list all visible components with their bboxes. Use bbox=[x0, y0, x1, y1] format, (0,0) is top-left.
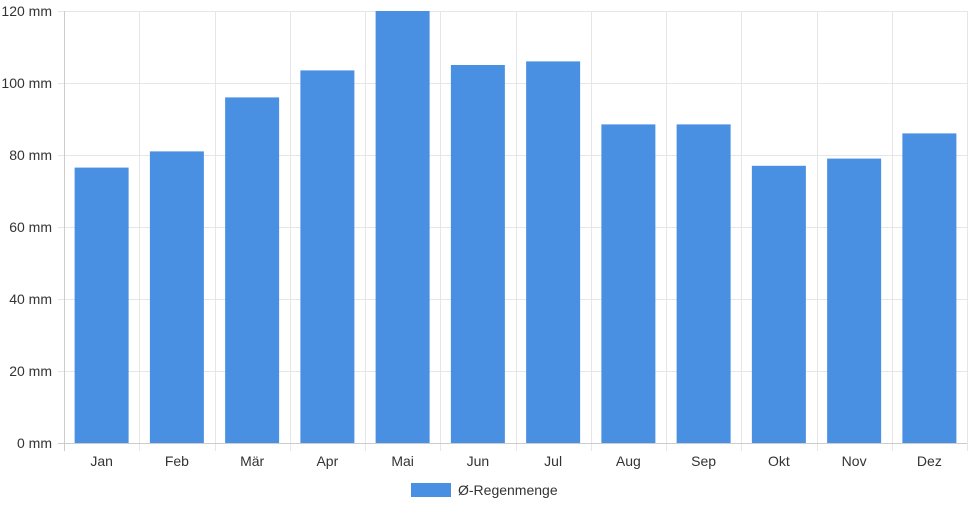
grid bbox=[58, 11, 968, 451]
y-tick-label: 120 mm bbox=[1, 3, 52, 19]
bar-feb[interactable] bbox=[149, 151, 204, 443]
bars bbox=[74, 11, 957, 444]
y-tick-label: 0 mm bbox=[17, 435, 52, 451]
y-tick-label: 40 mm bbox=[9, 291, 52, 307]
bar-nov[interactable] bbox=[827, 158, 882, 443]
y-tick-label: 80 mm bbox=[9, 147, 52, 163]
bar-jun[interactable] bbox=[450, 65, 505, 443]
x-tick-labels: Jan Feb Mär Apr Mai Jun Jul Aug Sep Okt Nov Dez bbox=[90, 453, 941, 469]
bar-mär[interactable] bbox=[225, 97, 280, 444]
x-tick-label: Feb bbox=[165, 453, 189, 469]
x-tick-label: Jan bbox=[90, 453, 113, 469]
bar-sep[interactable] bbox=[676, 124, 731, 444]
y-tick-label: 20 mm bbox=[9, 363, 52, 379]
legend[interactable]: Ø-Regenmenge bbox=[411, 482, 558, 498]
bar-apr[interactable] bbox=[300, 70, 355, 444]
x-tick-label: Apr bbox=[316, 453, 338, 469]
x-tick-label: Dez bbox=[917, 453, 942, 469]
bar-mai[interactable] bbox=[375, 11, 430, 443]
bar-aug[interactable] bbox=[601, 124, 656, 444]
x-tick-label: Okt bbox=[768, 453, 790, 469]
legend-swatch[interactable] bbox=[411, 483, 451, 497]
x-tick-label: Aug bbox=[616, 453, 641, 469]
x-tick-label: Nov bbox=[842, 453, 867, 469]
bar-dez[interactable] bbox=[902, 133, 957, 443]
x-tick-label: Jun bbox=[467, 453, 490, 469]
bar-jul[interactable] bbox=[526, 61, 581, 444]
y-tick-label: 60 mm bbox=[9, 219, 52, 235]
x-tick-label: Jul bbox=[544, 453, 562, 469]
x-tick-label: Sep bbox=[691, 453, 716, 469]
bar-okt[interactable] bbox=[751, 165, 806, 444]
x-tick-label: Mai bbox=[391, 453, 414, 469]
bar-jan[interactable] bbox=[74, 167, 129, 443]
legend-label[interactable]: Ø-Regenmenge bbox=[458, 482, 558, 498]
x-tick-label: Mär bbox=[240, 453, 264, 469]
y-tick-label: 100 mm bbox=[1, 75, 52, 91]
y-tick-labels: 0 mm 20 mm 40 mm 60 mm 80 mm 100 mm 120 mm bbox=[1, 3, 52, 451]
